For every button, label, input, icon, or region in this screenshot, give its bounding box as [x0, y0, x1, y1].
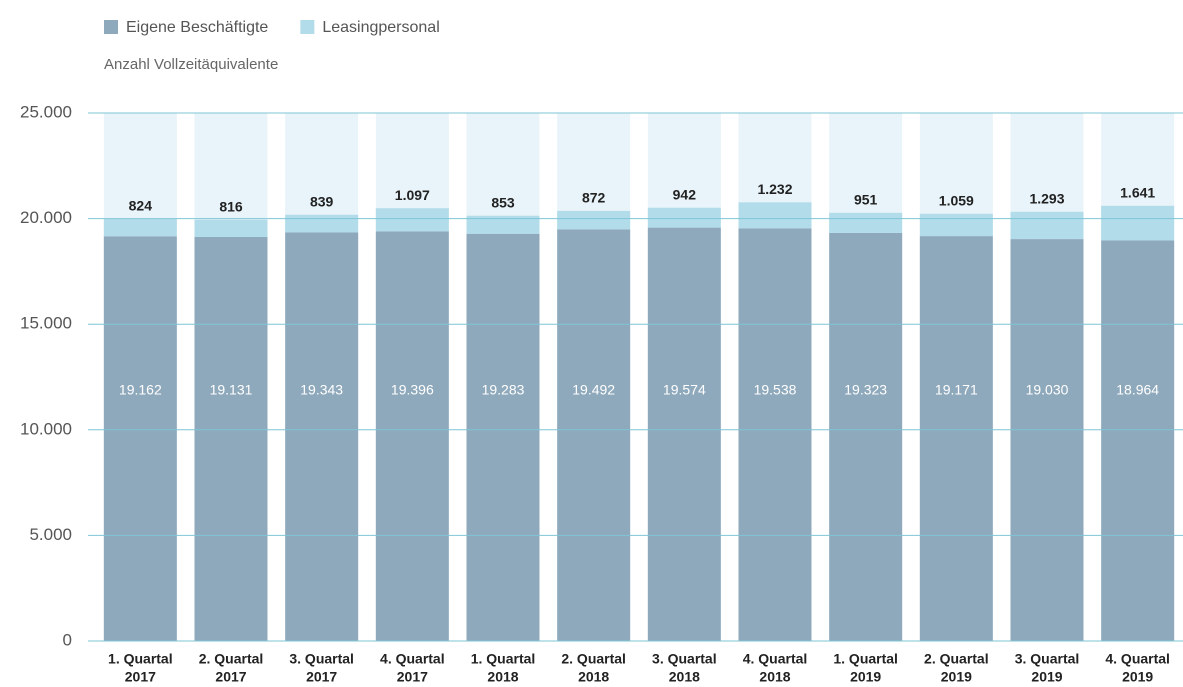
- x-tick-label: 2017: [125, 669, 156, 685]
- bar-segment: [1010, 239, 1084, 641]
- value-label: 19.131: [210, 382, 253, 398]
- x-tick-label: 4. Quartal: [743, 651, 808, 667]
- bar-segment: [466, 215, 540, 234]
- legend-swatch: [300, 20, 315, 34]
- bar-segment: [194, 236, 268, 641]
- bar-segment: [103, 218, 177, 237]
- legend-label: Leasingpersonal: [322, 19, 439, 36]
- x-tick-label: 1. Quartal: [833, 651, 898, 667]
- bar-segment: [919, 213, 993, 237]
- x-tick-label: 2. Quartal: [199, 651, 264, 667]
- x-tick-label: 1. Quartal: [471, 651, 536, 667]
- x-tick-label: 4. Quartal: [1105, 651, 1170, 667]
- y-tick-label: 15.000: [20, 314, 72, 333]
- y-tick-label: 10.000: [20, 419, 72, 438]
- x-tick-label: 2019: [1031, 669, 1062, 685]
- x-tick-label: 2018: [759, 669, 790, 685]
- x-tick-label: 2. Quartal: [924, 651, 989, 667]
- x-tick-label: 2017: [397, 669, 428, 685]
- bar-segment: [557, 229, 631, 641]
- value-label: 19.323: [844, 382, 887, 398]
- y-tick-label: 20.000: [20, 208, 72, 227]
- value-label: 1.293: [1029, 190, 1064, 206]
- bar-segment: [375, 208, 449, 232]
- chart-subtitle: Anzahl Vollzeitäquivalente: [104, 56, 278, 73]
- bar-segment: [647, 227, 721, 642]
- value-label: 19.171: [935, 382, 978, 398]
- y-tick-label: 25.000: [20, 102, 72, 121]
- value-label: 839: [310, 193, 334, 209]
- value-label: 1.641: [1120, 185, 1155, 201]
- x-tick-label: 3. Quartal: [1015, 651, 1080, 667]
- value-label: 853: [491, 194, 515, 210]
- value-label: 1.232: [757, 181, 792, 197]
- bar-segment: [557, 210, 631, 230]
- value-label: 1.059: [939, 192, 974, 208]
- value-label: 19.162: [119, 382, 162, 398]
- bar-segment: [1101, 240, 1175, 641]
- value-label: 19.283: [482, 382, 525, 398]
- value-label: 942: [673, 186, 697, 202]
- x-tick-label: 4. Quartal: [380, 651, 445, 667]
- bar-segment: [194, 219, 268, 237]
- bar-segment: [285, 214, 359, 233]
- bar-segment: [738, 228, 812, 642]
- bar-segment: [375, 231, 449, 641]
- bar-segment: [829, 232, 903, 641]
- legend-label: Eigene Beschäftigte: [126, 19, 268, 36]
- value-label: 824: [129, 198, 153, 214]
- value-label: 19.343: [300, 382, 343, 398]
- legend-swatch: [104, 20, 118, 34]
- x-tick-label: 2017: [215, 669, 246, 685]
- value-label: 19.538: [754, 382, 797, 398]
- x-tick-label: 2018: [487, 669, 518, 685]
- y-tick-label: 0: [63, 630, 72, 649]
- bar-segment: [1101, 205, 1175, 241]
- bar-segment: [647, 207, 721, 228]
- value-label: 1.097: [395, 187, 430, 203]
- bar-segment: [829, 212, 903, 233]
- x-tick-label: 2019: [1122, 669, 1153, 685]
- value-label: 19.574: [663, 382, 706, 398]
- y-tick-label: 5.000: [29, 525, 72, 544]
- value-label: 951: [854, 192, 878, 208]
- x-tick-label: 3. Quartal: [652, 651, 717, 667]
- bar-segment: [466, 233, 540, 641]
- x-tick-label: 2017: [306, 669, 337, 685]
- value-label: 19.396: [391, 382, 434, 398]
- value-label: 872: [582, 190, 606, 206]
- bar-segment: [738, 202, 812, 229]
- value-label: 816: [219, 198, 243, 214]
- x-tick-label: 3. Quartal: [289, 651, 354, 667]
- x-tick-label: 2018: [669, 669, 700, 685]
- x-tick-label: 2018: [578, 669, 609, 685]
- x-tick-label: 1. Quartal: [108, 651, 173, 667]
- bar-segment: [919, 236, 993, 642]
- value-label: 19.492: [572, 382, 615, 398]
- x-tick-label: 2. Quartal: [561, 651, 626, 667]
- x-tick-label: 2019: [941, 669, 972, 685]
- x-tick-label: 2019: [850, 669, 881, 685]
- bar-segment: [103, 236, 177, 641]
- value-label: 18.964: [1116, 382, 1159, 398]
- bar-segment: [1010, 211, 1084, 240]
- bar-segment: [285, 232, 359, 642]
- value-label: 19.030: [1026, 382, 1069, 398]
